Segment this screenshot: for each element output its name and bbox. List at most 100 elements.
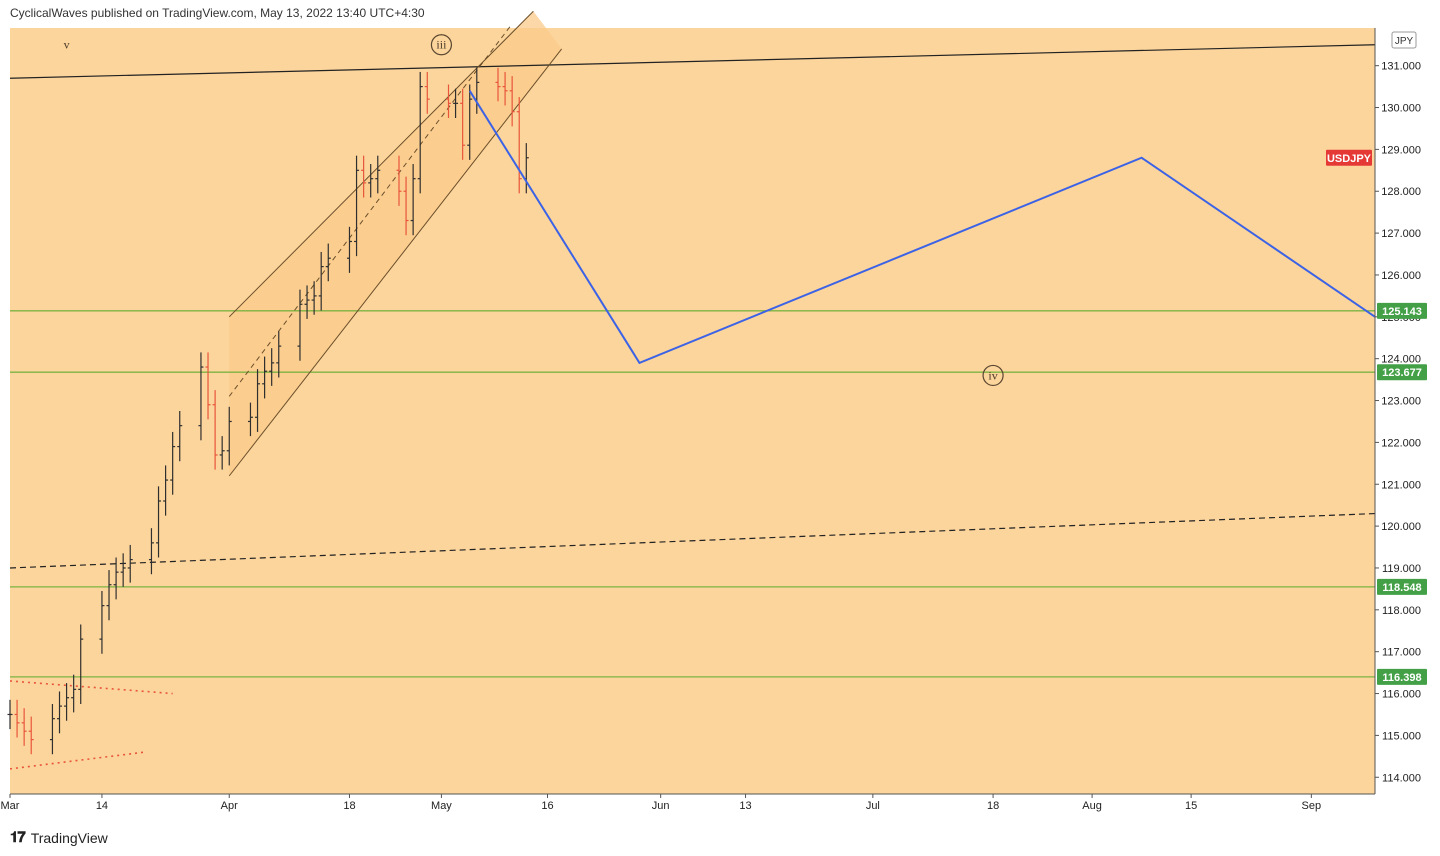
trendline-dashed[interactable] <box>9 512 1376 569</box>
price-bar[interactable] <box>297 289 303 361</box>
price-bar[interactable] <box>247 402 253 437</box>
price-bar[interactable] <box>198 352 204 441</box>
trendline-dotted[interactable] <box>9 751 145 770</box>
price-bar[interactable] <box>127 544 133 583</box>
price-bar[interactable] <box>509 76 515 127</box>
price-bar[interactable] <box>64 683 70 721</box>
price-bar[interactable] <box>361 155 367 198</box>
price-bar[interactable] <box>354 155 360 257</box>
x-tick-label: 13 <box>739 800 751 812</box>
price-tag-box <box>1377 302 1427 319</box>
y-tick-label: 128.000 <box>1381 186 1421 198</box>
x-tick-label: 18 <box>987 800 999 812</box>
x-tick-label: May <box>431 800 452 812</box>
price-bar[interactable] <box>467 84 473 160</box>
channel-lower-line[interactable] <box>228 48 563 477</box>
price-bar[interactable] <box>424 71 430 114</box>
x-tick-label: Apr <box>221 800 238 812</box>
currency-badge[interactable] <box>1391 31 1417 49</box>
channel-mid-line[interactable] <box>228 23 513 397</box>
price-bar[interactable] <box>269 348 275 386</box>
price-bar[interactable] <box>417 71 423 194</box>
price-bar[interactable] <box>325 243 331 282</box>
price-bar[interactable] <box>219 436 225 470</box>
publisher-header: CyclicalWaves published on TradingView.c… <box>10 6 425 20</box>
price-bar[interactable] <box>311 281 317 315</box>
x-tick-label: 16 <box>541 800 553 812</box>
price-bar[interactable] <box>396 155 402 206</box>
price-axis[interactable] <box>1375 28 1430 794</box>
price-bar[interactable] <box>460 88 466 160</box>
price-tag-label: 125.143 <box>1382 306 1422 318</box>
level-price-tag[interactable]: 125.143 <box>1377 302 1427 319</box>
wave-label-v[interactable]: v <box>64 38 70 52</box>
channel-fill <box>229 11 562 476</box>
price-bar[interactable] <box>304 285 310 319</box>
x-tick-label: Mar <box>1 800 20 812</box>
price-bar[interactable] <box>495 67 501 102</box>
price-bar[interactable] <box>106 570 112 621</box>
price-bar[interactable] <box>262 356 268 399</box>
price-bar[interactable] <box>403 176 409 236</box>
wave-label-iii[interactable]: iii <box>436 38 447 52</box>
y-tick-label: 118.000 <box>1382 605 1421 617</box>
price-bar[interactable] <box>346 226 352 273</box>
price-bar[interactable] <box>516 97 522 194</box>
price-bar[interactable] <box>71 674 77 713</box>
price-bar[interactable] <box>21 708 27 746</box>
price-bar[interactable] <box>14 699 20 738</box>
price-bar[interactable] <box>453 88 459 118</box>
channel-upper-line[interactable] <box>228 10 534 318</box>
symbol-price-tag[interactable]: USDJPY <box>1326 149 1372 166</box>
time-axis[interactable] <box>10 794 1375 820</box>
y-tick-label: 124.000 <box>1381 354 1421 366</box>
price-bar[interactable] <box>78 624 84 705</box>
price-bar[interactable] <box>28 716 34 755</box>
price-bar[interactable] <box>163 465 169 516</box>
price-bar[interactable] <box>502 71 508 106</box>
price-bar[interactable] <box>57 691 63 734</box>
y-tick-label: 115.000 <box>1382 730 1421 742</box>
price-bar[interactable] <box>368 164 374 198</box>
wave-label-circle <box>982 364 1004 387</box>
price-bar[interactable] <box>156 486 162 558</box>
price-bar[interactable] <box>205 352 211 420</box>
price-bar[interactable] <box>375 155 381 194</box>
price-bar[interactable] <box>49 704 55 755</box>
price-bar[interactable] <box>120 553 126 587</box>
level-price-tag[interactable]: 123.677 <box>1377 364 1427 381</box>
footer: 𝟏𝟕 TradingView <box>10 829 108 846</box>
price-bar[interactable] <box>276 331 282 378</box>
price-bar[interactable] <box>99 590 105 654</box>
price-bar[interactable] <box>445 84 451 118</box>
price-bar[interactable] <box>226 406 232 466</box>
wave-label-iv[interactable]: iv <box>988 368 997 382</box>
price-bar[interactable] <box>318 251 324 311</box>
x-tick-label: 14 <box>96 800 108 812</box>
price-bar[interactable] <box>113 557 119 600</box>
y-tick-label: 121.000 <box>1381 479 1421 491</box>
price-tag-box <box>1377 578 1427 595</box>
trendline-solid[interactable] <box>9 44 1376 79</box>
level-price-tag[interactable]: 118.548 <box>1377 578 1427 595</box>
price-tag-label: USDJPY <box>1327 153 1372 165</box>
level-price-tag[interactable]: 116.398 <box>1377 668 1427 685</box>
y-tick-label: 117.000 <box>1382 647 1421 659</box>
y-tick-label: 114.000 <box>1382 772 1421 784</box>
tradingview-logo-icon[interactable]: 𝟏𝟕 <box>10 829 26 846</box>
projection-path-line[interactable] <box>468 90 1376 365</box>
y-tick-label: 122.000 <box>1381 437 1421 449</box>
price-bar[interactable] <box>148 528 154 575</box>
price-bar[interactable] <box>177 411 183 462</box>
wave-label-circle <box>430 34 453 56</box>
x-tick-label: Aug <box>1082 800 1102 812</box>
price-bar[interactable] <box>7 699 13 730</box>
price-tag-label: 116.398 <box>1382 672 1421 684</box>
y-tick-label: 126.000 <box>1381 270 1421 282</box>
price-chart[interactable]: v iii iv 114.000 115.000 116.000 117.000 118.0… <box>0 0 1440 822</box>
price-bar[interactable] <box>255 369 261 432</box>
price-bar[interactable] <box>410 164 416 236</box>
footer-brand[interactable]: TradingView <box>30 829 108 846</box>
price-bar[interactable] <box>212 390 218 470</box>
price-bar[interactable] <box>170 431 176 495</box>
